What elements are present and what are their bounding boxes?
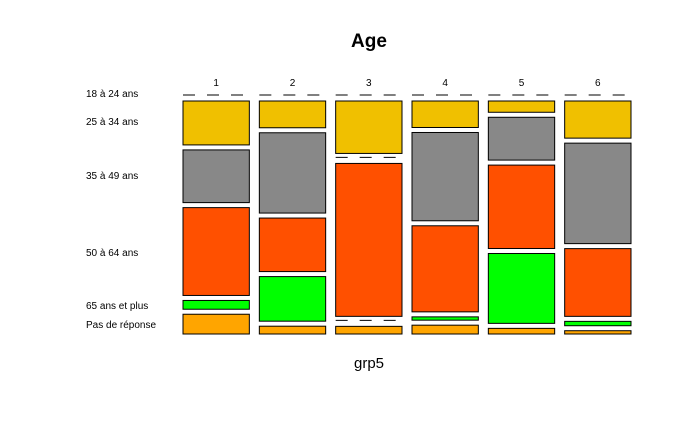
cell-2-4 (258, 276, 327, 322)
column-label-2: 2 (290, 78, 296, 89)
row-label-5: Pas de réponse (86, 320, 156, 331)
cell-3-5 (335, 325, 403, 335)
cell-5-5 (487, 327, 556, 335)
cell-6-4 (564, 320, 632, 327)
cell-2-3 (258, 217, 327, 273)
cell-3-3 (335, 162, 403, 317)
cell-5-3 (487, 164, 556, 249)
cell-2-2 (258, 132, 327, 214)
column-label-5: 5 (519, 78, 525, 89)
cell-4-5 (411, 324, 479, 335)
cell-5-2 (487, 116, 556, 161)
cell-2-1 (258, 100, 327, 129)
x-axis-label: grp5 (354, 355, 384, 372)
cell-3-1 (335, 100, 403, 154)
chart-title: Age (351, 31, 387, 52)
mosaic-cells (182, 94, 632, 335)
cell-4-1 (411, 100, 479, 128)
cell-6-2 (564, 142, 632, 245)
cell-6-5 (564, 330, 632, 335)
cell-1-2 (182, 149, 250, 204)
cell-1-5 (182, 313, 250, 335)
cell-1-3 (182, 207, 250, 296)
cell-1-1 (182, 100, 250, 146)
column-label-4: 4 (442, 78, 448, 89)
column-labels: 1 2 3 4 5 6 (213, 78, 601, 89)
cell-4-4 (411, 316, 479, 321)
cell-5-4 (487, 252, 556, 324)
row-label-0: 18 à 24 ans (86, 89, 138, 100)
column-label-1: 1 (213, 78, 219, 89)
cell-5-1 (487, 100, 556, 113)
row-label-1: 25 à 34 ans (86, 117, 138, 128)
cell-4-3 (411, 225, 479, 313)
cell-4-2 (411, 131, 479, 222)
cell-6-3 (564, 248, 632, 317)
column-label-3: 3 (366, 78, 372, 89)
row-label-3: 50 à 64 ans (86, 248, 138, 259)
cell-6-1 (564, 100, 632, 139)
row-labels: 18 à 24 ans 25 à 34 ans 35 à 49 ans 50 à 64… (86, 89, 156, 331)
row-label-4: 65 ans et plus (86, 301, 148, 312)
cell-2-5 (258, 325, 327, 335)
row-label-2: 35 à 49 ans (86, 171, 138, 182)
cell-1-4 (182, 299, 250, 310)
column-label-6: 6 (595, 78, 601, 89)
